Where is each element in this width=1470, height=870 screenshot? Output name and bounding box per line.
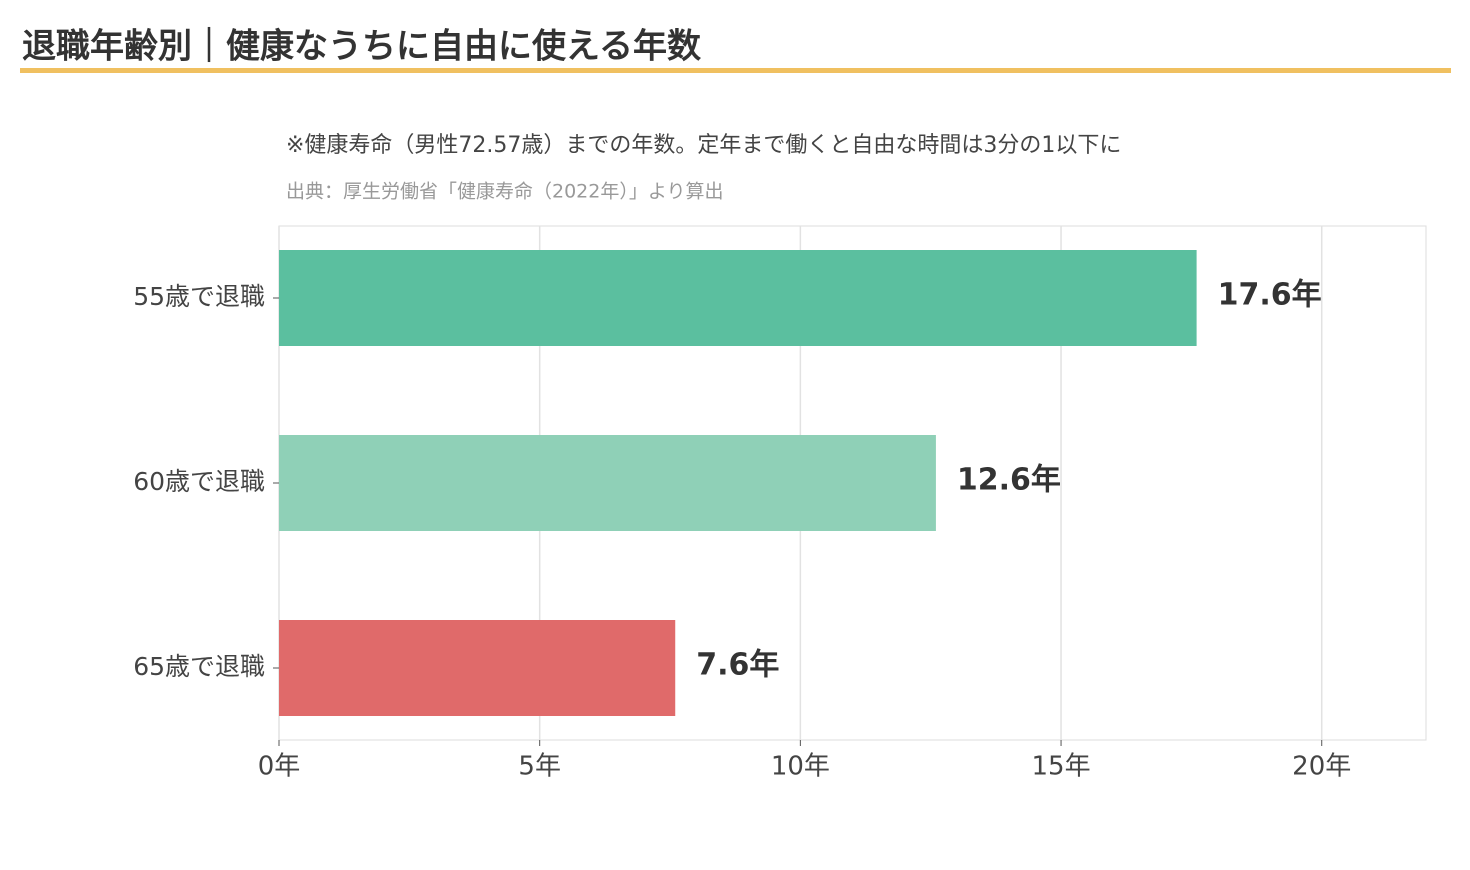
y-tick-label: 65歳で退職 xyxy=(133,652,265,681)
x-tick-label: 0年 xyxy=(258,752,301,782)
title-underline xyxy=(20,68,1451,73)
bar xyxy=(279,435,936,531)
x-tick-label: 20年 xyxy=(1292,752,1351,782)
x-tick-label: 15年 xyxy=(1031,752,1090,782)
y-tick-label: 55歳で退職 xyxy=(133,282,265,311)
chart-source: 出典：厚生労働省「健康寿命（2022年）」より算出 xyxy=(286,181,723,203)
y-tick-label: 60歳で退職 xyxy=(133,467,265,496)
chart-title: 退職年齢別｜健康なうちに自由に使える年数 xyxy=(22,27,701,67)
bar xyxy=(279,250,1197,346)
chart-subtitle: ※健康寿命（男性72.57歳）までの年数。定年まで働くと自由な時間は3分の1以下… xyxy=(286,133,1121,158)
x-tick-label: 5年 xyxy=(518,752,561,782)
bar xyxy=(279,620,676,716)
x-tick-label: 10年 xyxy=(771,752,830,782)
value-label: 12.6年 xyxy=(957,463,1061,498)
value-label: 17.6年 xyxy=(1218,278,1322,313)
value-label: 7.6年 xyxy=(696,648,779,683)
